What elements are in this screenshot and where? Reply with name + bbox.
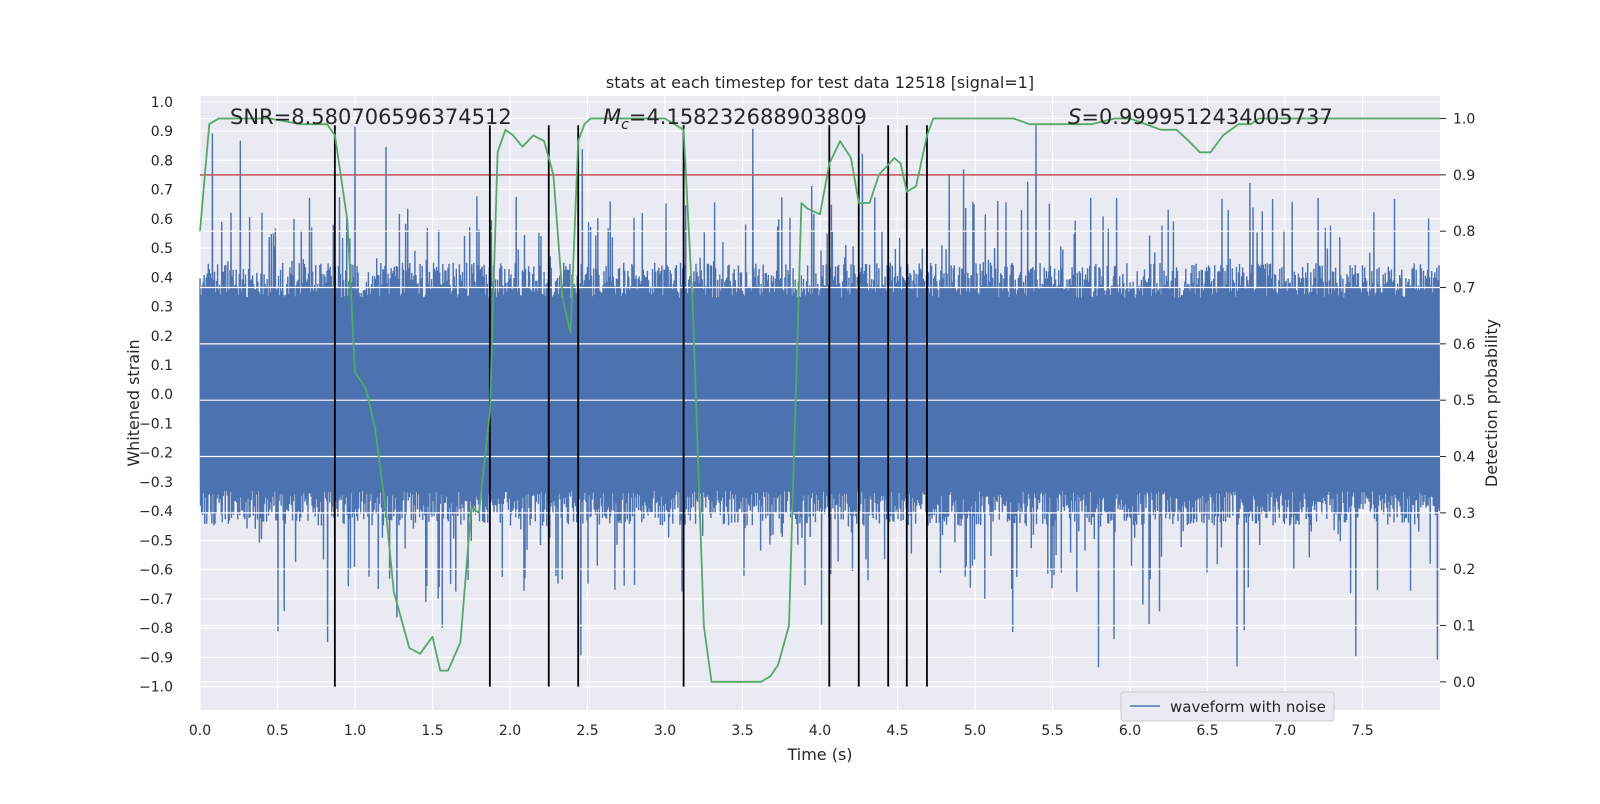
significance-value: =0.9999512434005737 xyxy=(1081,105,1332,129)
x-tick-label: 6.0 xyxy=(1119,723,1141,739)
y-right-tick-label: 0.2 xyxy=(1453,562,1475,578)
x-tick-label: 1.0 xyxy=(344,723,366,739)
snr-annotation: SNR=8.580706596374512 xyxy=(230,105,512,129)
x-tick-label: 2.5 xyxy=(576,723,598,739)
y-left-tick-label: 0.1 xyxy=(151,358,173,374)
y-left-tick-label: 0.8 xyxy=(151,153,173,169)
chirp-mass-value: =4.158232688903809 xyxy=(629,105,867,129)
chart-title: stats at each timestep for test data 125… xyxy=(606,73,1034,92)
y-right-tick-label: 0.8 xyxy=(1453,224,1475,240)
x-tick-label: 1.5 xyxy=(421,723,443,739)
legend-label: waveform with noise xyxy=(1170,698,1326,716)
x-tick-label: 2.0 xyxy=(499,723,521,739)
chirp-mass-subscript: c xyxy=(621,117,629,133)
y-left-tick-label: 0.2 xyxy=(151,329,173,345)
probability-series xyxy=(199,117,1440,683)
y-left-tick-label: −0.7 xyxy=(139,592,173,608)
y-right-tick-label: 1.0 xyxy=(1453,112,1475,128)
y-left-tick-label: −0.1 xyxy=(139,416,173,432)
y-right-tick-label: 0.6 xyxy=(1453,337,1475,353)
y-left-tick-label: 0.3 xyxy=(151,300,173,316)
y-left-tick-label: 0.0 xyxy=(151,387,173,403)
chirp-mass-annotation: Mc=4.158232688903809 xyxy=(603,105,867,133)
y-left-tick-label: −1.0 xyxy=(139,680,173,696)
y-left-tick-label: 1.0 xyxy=(151,95,173,111)
y-left-tick-label: 0.6 xyxy=(151,212,173,228)
probability-line xyxy=(199,117,1440,683)
x-tick-label: 3.5 xyxy=(731,723,753,739)
y-left-tick-label: −0.4 xyxy=(139,504,173,520)
x-tick-label: 0.0 xyxy=(189,723,211,739)
significance-symbol: S xyxy=(1068,105,1081,129)
x-tick-label: 5.5 xyxy=(1041,723,1063,739)
y-left-tick-label: 0.7 xyxy=(151,183,173,199)
x-tick-label: 3.0 xyxy=(654,723,676,739)
y-right-tick-label: 0.3 xyxy=(1453,506,1475,522)
y-axis-right-ticks: 1.0 0.9 0.8 0.7 0.6 0.5 0.4 0.3 0.2 0.1 0.0 xyxy=(1440,112,1475,691)
y-right-tick-label: 0.7 xyxy=(1453,281,1475,297)
x-tick-label: 0.5 xyxy=(266,723,288,739)
y-left-tick-label: 0.4 xyxy=(151,270,173,286)
y-left-tick-label: −0.6 xyxy=(139,563,173,579)
x-tick-label: 7.0 xyxy=(1274,723,1296,739)
y-right-tick-label: 0.4 xyxy=(1453,450,1475,466)
y-axis-right-label: Detection probability xyxy=(1482,319,1501,487)
y-left-tick-label: 0.9 xyxy=(151,124,173,140)
x-tick-label: 4.0 xyxy=(809,723,831,739)
y-left-tick-label: −0.3 xyxy=(139,475,173,491)
y-left-tick-label: 0.5 xyxy=(151,241,173,257)
y-left-tick-label: −0.2 xyxy=(139,446,173,462)
x-tick-label: 5.0 xyxy=(964,723,986,739)
y-left-tick-label: −0.8 xyxy=(139,621,173,637)
x-tick-label: 7.5 xyxy=(1351,723,1373,739)
chirp-mass-symbol: M xyxy=(603,105,621,129)
y-right-tick-label: 0.1 xyxy=(1453,619,1475,635)
y-right-tick-label: 0.0 xyxy=(1453,675,1475,691)
significance-annotation: S=0.9999512434005737 xyxy=(1068,105,1333,129)
y-left-tick-label: −0.9 xyxy=(139,650,173,666)
event-lines xyxy=(333,125,928,687)
y-left-tick-label: −0.5 xyxy=(139,533,173,549)
legend-box xyxy=(1120,691,1335,722)
y-axis-left-ticks: 1.0 0.9 0.8 0.7 0.6 0.5 0.4 0.3 0.2 0.1 0.0 −0.1 −0.… xyxy=(139,95,173,696)
legend: waveform with noise xyxy=(1120,691,1335,722)
x-tick-label: 6.5 xyxy=(1196,723,1218,739)
y-axis-left-label: Whitened strain xyxy=(124,339,143,466)
x-tick-label: 4.5 xyxy=(886,723,908,739)
y-right-tick-label: 0.5 xyxy=(1453,393,1475,409)
x-axis-label: Time (s) xyxy=(786,745,852,764)
y-right-tick-label: 0.9 xyxy=(1453,168,1475,184)
x-axis-ticks: 0.0 0.5 1.0 1.5 2.0 2.5 3.0 3.5 4.0 4.5 5.0 5.5 6.0 6… xyxy=(189,723,1374,739)
